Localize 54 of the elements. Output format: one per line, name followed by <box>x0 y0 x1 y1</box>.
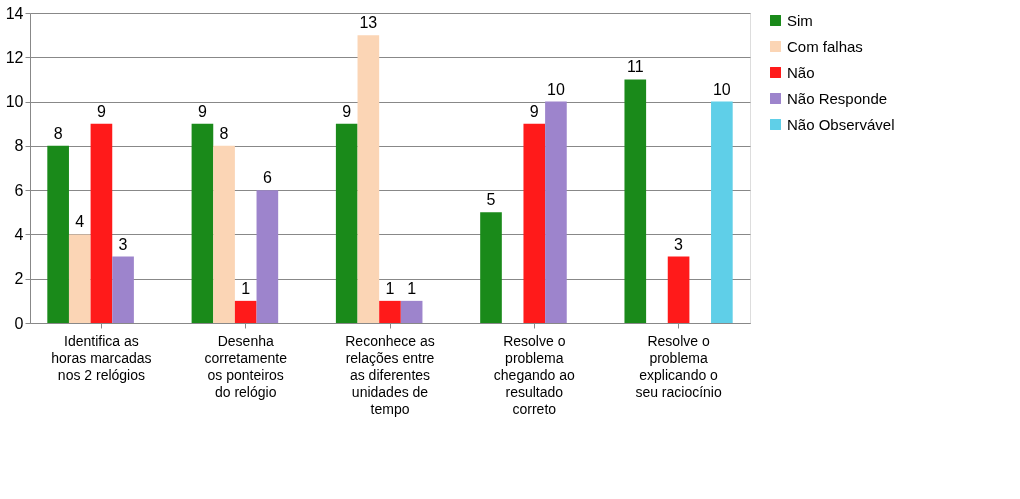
legend-label: Não Observável <box>787 115 895 133</box>
data-label: 10 <box>712 80 731 98</box>
bar <box>112 256 134 323</box>
bar <box>90 123 113 323</box>
x-tick-label: Reconhece as relações entre as diferentes unidades de tempo <box>345 332 435 417</box>
x-tick-label: Resolve o problema explicando o seu raciocínio <box>635 332 722 400</box>
y-tick-label: 10 <box>5 93 24 111</box>
data-label: 13 <box>359 14 378 32</box>
bar <box>234 300 257 323</box>
data-label: 4 <box>75 213 85 231</box>
bar <box>213 145 235 323</box>
data-label: 1 <box>241 279 251 297</box>
bar <box>711 101 733 323</box>
data-label: 1 <box>385 279 395 297</box>
data-label: 5 <box>486 191 496 209</box>
bar <box>667 256 690 323</box>
bar <box>379 300 401 323</box>
y-tick-label: 14 <box>5 4 24 22</box>
data-label: 1 <box>407 279 417 297</box>
x-tick-label: Resolve o problema chegando ao resultado correto <box>493 332 575 417</box>
y-tick-label: 6 <box>14 181 24 199</box>
data-label: 10 <box>547 80 565 98</box>
bar <box>480 212 502 323</box>
y-tick-label: 12 <box>5 48 24 66</box>
x-tick-label: Desenha corretamente os ponteiros do relógio <box>204 332 288 400</box>
data-label: 9 <box>197 102 207 120</box>
data-label: 6 <box>262 169 272 187</box>
legend-label: Com falhas <box>787 37 863 55</box>
data-label: 9 <box>96 102 106 120</box>
bar <box>191 123 214 323</box>
data-label: 11 <box>626 58 644 76</box>
x-tick-label: Identifica as horas marcadas nos 2 relógios <box>51 332 152 383</box>
data-label: 8 <box>53 124 63 142</box>
bar <box>335 123 358 323</box>
bar <box>523 123 546 323</box>
bar <box>624 79 647 323</box>
data-label: 9 <box>342 102 352 120</box>
legend-label: Sim <box>787 11 813 29</box>
data-label: 9 <box>529 102 539 120</box>
bar <box>47 145 69 323</box>
legend-label: Não Responde <box>787 89 888 107</box>
bar <box>545 101 567 323</box>
bar <box>68 234 91 323</box>
y-tick-label: 4 <box>14 225 24 243</box>
data-label: 3 <box>674 235 684 253</box>
y-tick-label: 2 <box>14 270 24 288</box>
bar <box>256 190 279 323</box>
legend-label: Não <box>787 63 815 81</box>
data-label: 3 <box>118 235 128 253</box>
bar <box>400 300 423 323</box>
y-tick-label: 0 <box>14 314 24 332</box>
y-tick-label: 8 <box>14 137 24 155</box>
data-label: 8 <box>219 124 229 142</box>
bar <box>357 35 380 323</box>
